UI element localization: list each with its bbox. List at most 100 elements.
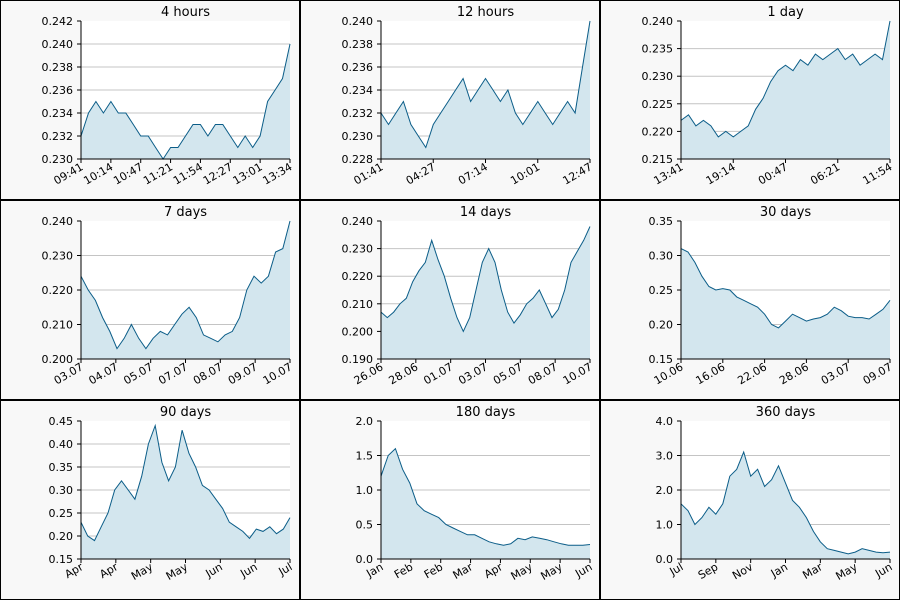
- x-tick-label: Jun: [203, 560, 225, 580]
- y-tick-label: 0.20: [649, 319, 674, 332]
- y-tick-label: 0.234: [42, 107, 74, 120]
- y-tick-label: 0.240: [342, 215, 374, 228]
- y-tick-label: 0.220: [642, 125, 674, 138]
- y-tick-label: 0.225: [642, 98, 674, 111]
- x-tick-label: 07:14: [456, 160, 490, 187]
- y-tick-label: 0.238: [42, 61, 74, 74]
- series-area: [81, 425, 290, 559]
- x-tick-label: 03.07: [819, 360, 853, 387]
- y-tick-label: 0.15: [49, 553, 74, 566]
- y-tick-label: 0.235: [642, 43, 674, 56]
- y-tick-label: 0.210: [342, 298, 374, 311]
- x-tick-label: 19:14: [704, 160, 738, 187]
- y-tick-label: 0.25: [649, 284, 674, 297]
- x-tick-label: 05.07: [491, 360, 525, 387]
- y-tick-label: 0.20: [49, 530, 74, 543]
- x-tick-label: Jun: [237, 560, 259, 580]
- y-tick-label: 0.25: [49, 507, 74, 520]
- x-tick-label: 07.07: [156, 360, 190, 387]
- y-tick-label: 0.0: [356, 553, 374, 566]
- series-area: [681, 21, 890, 159]
- x-tick-label: Jan: [768, 560, 790, 580]
- series-line: [380, 20, 591, 149]
- x-tick-label: 12:27: [201, 160, 235, 187]
- chart-panel-1-day: 1 day 0.215 0.220 0.225 0.230 0.235 0.240 13:41…: [600, 0, 900, 200]
- x-tick-label: 10:01: [508, 160, 542, 187]
- y-tick-label: 0.230: [642, 70, 674, 83]
- series-area: [81, 44, 290, 159]
- series-line: [80, 43, 291, 160]
- y-tick-label: 0.30: [649, 250, 674, 263]
- x-tick-label: Apr: [482, 560, 505, 581]
- x-tick-label: 09.07: [226, 360, 260, 387]
- series-area: [381, 226, 590, 359]
- x-tick-label: 04:27: [404, 160, 438, 187]
- x-tick-label: 04.07: [87, 360, 121, 387]
- series-area: [681, 248, 890, 359]
- y-tick-label: 0.190: [342, 353, 374, 366]
- x-tick-label: Feb: [392, 560, 415, 581]
- y-tick-label: 0.15: [649, 353, 674, 366]
- x-tick-label: 22.06: [735, 360, 769, 387]
- chart-title: 1 day: [767, 5, 804, 20]
- y-tick-label: 0.240: [642, 15, 674, 28]
- x-tick-label: Jul: [276, 560, 295, 578]
- y-tick-label: 0.232: [342, 107, 374, 120]
- x-tick-label: 08.07: [526, 360, 560, 387]
- chart-svg: 1 day0.2150.2200.2250.2300.2350.24013:41…: [642, 5, 895, 187]
- x-tick-label: Apr: [97, 560, 120, 581]
- chart-panel-4-hours: 4 hours 0.230 0.232 0.234 0.236 0.238 0.240 0.2…: [0, 0, 300, 200]
- y-tick-label: 0.230: [342, 130, 374, 143]
- x-tick-label: 11:21: [141, 160, 175, 187]
- y-tick-label: 0.5: [356, 519, 374, 532]
- x-tick-label: 08.07: [191, 360, 225, 387]
- chart-svg: 4 hours 0.230 0.232 0.234 0.236 0.238 0.240 0.2…: [42, 5, 295, 187]
- chart-title: 14 days: [460, 205, 512, 220]
- x-tick-label: 11:54: [861, 160, 895, 187]
- x-tick-label: Jul: [667, 560, 686, 578]
- chart-panel-7-days: 7 days 0.200 0.210 0.220 0.230 0.240 03.07 04.0…: [0, 200, 300, 400]
- y-tick-label: 0.230: [342, 243, 374, 256]
- y-tick-label: 0.210: [42, 319, 74, 332]
- y-tick-label: 0.242: [42, 15, 74, 28]
- y-tick-label: 0.35: [649, 215, 674, 228]
- chart-title: 7 days: [164, 205, 207, 220]
- x-tick-label: May: [833, 560, 860, 583]
- y-tick-label: 0.220: [342, 270, 374, 283]
- series-line: [680, 20, 891, 138]
- x-tick-label: May: [509, 560, 536, 583]
- y-tick-label: 1.0: [656, 519, 674, 532]
- y-tick-label: 0.238: [342, 38, 374, 51]
- y-tick-label: 0.40: [49, 438, 74, 451]
- x-tick-label: Feb: [422, 560, 445, 581]
- x-tick-label: 09.07: [861, 360, 895, 387]
- y-tick-label: 0.240: [42, 38, 74, 51]
- y-tick-label: 0.236: [342, 61, 374, 74]
- x-tick-label: 06:21: [808, 160, 842, 187]
- chart-svg: 12 hours 0.228 0.230 0.232 0.234 0.236 0.238 0.…: [342, 5, 595, 187]
- x-tick-label: 03.07: [456, 360, 490, 387]
- chart-title: 12 hours: [457, 5, 514, 20]
- x-tick-label: 11:54: [171, 160, 205, 187]
- y-tick-label: 0.240: [42, 215, 74, 228]
- chart-panel-180-days: 180 days 0.0 0.5 1.0 1.5 2.0 Jan Feb Feb Mar Apr Ma…: [300, 400, 600, 600]
- y-tick-label: 0.35: [49, 461, 74, 474]
- chart-title: 30 days: [760, 205, 812, 220]
- y-tick-label: 0.200: [42, 353, 74, 366]
- series-line: [80, 423, 291, 542]
- chart-panel-360-days: 360 days 0.0 1.0 2.0 3.0 4.0 Jul Sep Nov Jan Mar Ma…: [600, 400, 900, 600]
- y-tick-label: 3.0: [656, 450, 674, 463]
- series-line: [80, 220, 291, 350]
- chart-panel-30-days: 30 days 0.15 0.20 0.25 0.30 0.35 10.06 16.06 22.…: [600, 200, 900, 400]
- x-tick-label: 28.06: [387, 360, 421, 387]
- x-tick-label: 10.07: [561, 360, 595, 387]
- series-line: [380, 447, 591, 546]
- x-tick-label: 10.07: [261, 360, 295, 387]
- x-tick-label: Sep: [696, 560, 720, 582]
- y-tick-label: 0.0: [656, 553, 674, 566]
- chart-svg: 360 days 0.0 1.0 2.0 3.0 4.0 Jul Sep Nov Jan Mar Ma…: [656, 405, 895, 583]
- chart-title: 90 days: [160, 405, 212, 420]
- y-tick-label: 2.0: [356, 415, 374, 428]
